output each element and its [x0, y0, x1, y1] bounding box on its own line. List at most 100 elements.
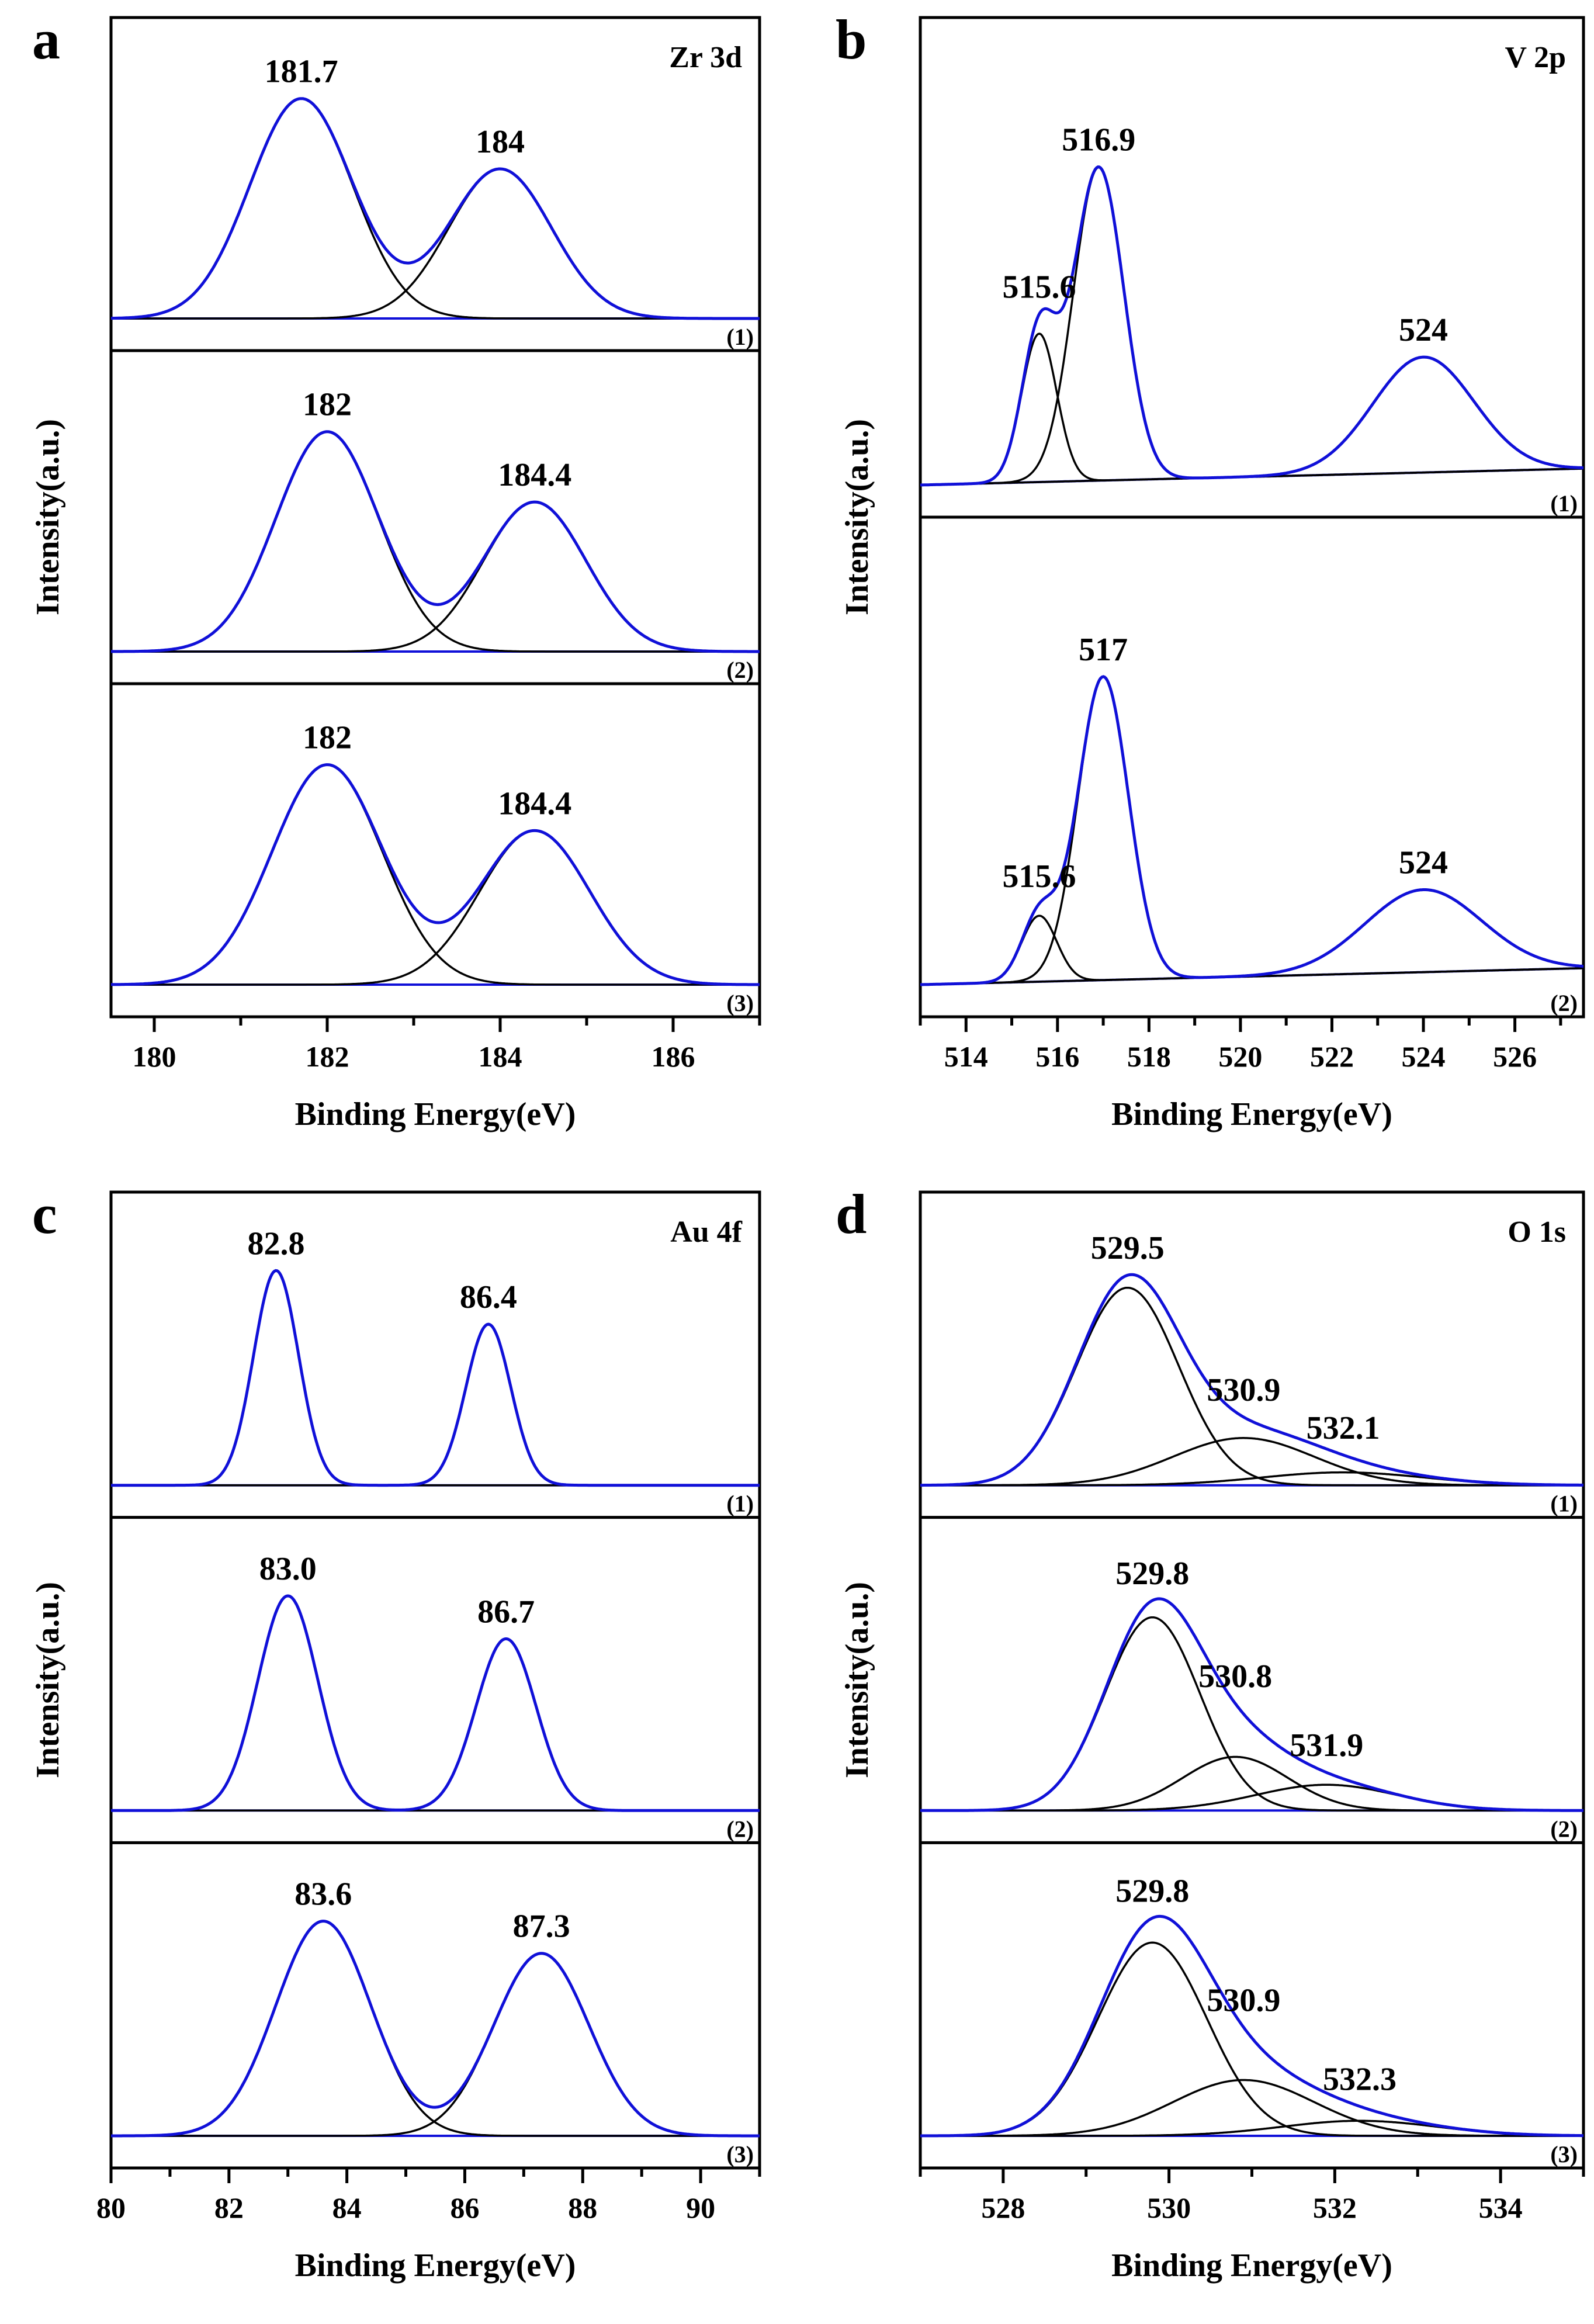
peak-label: 182	[303, 720, 352, 756]
component-peak	[111, 1637, 760, 1812]
peak-label: 86.7	[477, 1594, 535, 1630]
peak-label: 87.3	[513, 1909, 570, 1945]
peak-label: 530.8	[1198, 1658, 1272, 1695]
panel-label: d	[836, 1183, 867, 1245]
peak-label: 531.9	[1290, 1727, 1363, 1764]
peak-label: 86.4	[460, 1279, 517, 1315]
spectrum-2: 182 184.4 (2)	[111, 387, 760, 683]
peak-label: 524	[1399, 312, 1448, 348]
envelope-curve	[920, 675, 1584, 986]
spectrum-label: (3)	[726, 2141, 754, 2167]
x-axis-label: Binding Energy(eV)	[1111, 2247, 1392, 2284]
peak-label: 529.5	[1091, 1230, 1165, 1266]
peak-label: 181.7	[265, 54, 338, 90]
component-peak	[111, 1920, 760, 2137]
panel-b: b V 2p 514 516 518 520 522 524 526 Binding Energy…	[836, 8, 1585, 1132]
envelope-curve	[920, 165, 1584, 487]
peak-label: 532.3	[1323, 2061, 1397, 2097]
peak-label: 529.8	[1115, 1556, 1189, 1592]
spectrum-3: 182 184.4 (3)	[111, 720, 760, 1016]
x-tick-label: 528	[981, 2191, 1025, 2224]
spectrum-label: (2)	[726, 657, 754, 683]
peak-label: 184.4	[498, 457, 571, 493]
peak-label: 516.9	[1062, 122, 1135, 158]
x-tick-label: 522	[1310, 1040, 1354, 1073]
envelope-curve	[920, 1914, 1583, 2138]
peak-label: 82.8	[248, 1225, 305, 1262]
x-tick-label: 516	[1035, 1040, 1079, 1073]
peak-label: 515.6	[1003, 269, 1076, 305]
panel-label: a	[32, 8, 60, 71]
spectrum-1: 515.6 516.9 524 (1)	[920, 122, 1584, 517]
spectrum-label: (3)	[726, 990, 754, 1016]
x-tick-label: 514	[944, 1040, 988, 1073]
spectrum-2: 83.0 86.7 (2)	[111, 1551, 760, 1842]
x-tick-label: 182	[306, 1040, 349, 1073]
peak-label: 515.6	[1003, 858, 1076, 895]
component-peak	[920, 1755, 1583, 1812]
peak-label: 184.4	[498, 785, 571, 822]
region-label: Au 4f	[670, 1215, 742, 1249]
y-axis-label: Intensity(a.u.)	[839, 419, 875, 615]
envelope-curve	[111, 1920, 760, 2138]
component-peak	[111, 1269, 760, 1487]
spectrum-label: (3)	[1550, 2141, 1578, 2167]
region-label: O 1s	[1508, 1215, 1566, 1249]
envelope-curve	[920, 1597, 1583, 1812]
x-tick-label: 518	[1127, 1040, 1171, 1073]
spectrum-label: (1)	[1550, 1491, 1578, 1517]
x-tick-label: 534	[1479, 2191, 1523, 2224]
panel-label: b	[836, 8, 867, 71]
component-peak	[111, 764, 760, 986]
y-axis-label: Intensity(a.u.)	[30, 1582, 66, 1778]
y-axis-label: Intensity(a.u.)	[839, 1582, 875, 1778]
component-peak	[920, 676, 1583, 986]
x-axis-label: Binding Energy(eV)	[1111, 1096, 1392, 1132]
component-peak	[111, 431, 760, 653]
peak-label: 184	[476, 124, 525, 160]
x-tick-label: 84	[332, 2191, 362, 2224]
component-peak	[920, 356, 1584, 486]
spectrum-label: (1)	[1550, 490, 1578, 517]
spectrum-label: (2)	[726, 1816, 754, 1842]
spectrum-1: 82.8 86.4 (1)	[111, 1225, 760, 1517]
spectrum-1: 181.7 184 (1)	[111, 54, 760, 350]
x-tick-label: 186	[652, 1040, 695, 1073]
panel-d: d O 1s 528 530 532 534 Binding Energy(eV) Inten…	[836, 1183, 1585, 2284]
x-tick-label: 90	[686, 2191, 715, 2224]
spectrum-2: 529.8 530.8 531.9 (2)	[920, 1556, 1583, 1842]
panel-c: c Au 4f 80 82 84 86 88 90 Binding Energy(eV) Inte…	[30, 1183, 761, 2284]
x-tick-label: 530	[1147, 2191, 1191, 2224]
peak-label: 524	[1399, 845, 1448, 881]
peak-label: 83.6	[294, 1876, 352, 1913]
spectrum-3: 529.8 530.9 532.3 (3)	[920, 1873, 1583, 2167]
component-peak	[920, 166, 1583, 486]
peak-label: 530.9	[1207, 1982, 1280, 2018]
peak-label: 83.0	[259, 1551, 317, 1587]
component-peak	[920, 2119, 1583, 2137]
spectrum-label: (1)	[726, 324, 754, 350]
x-axis-label: Binding Energy(eV)	[295, 2247, 576, 2284]
spectrum-1: 529.5 530.9 532.1 (1)	[920, 1230, 1583, 1517]
x-tick-label: 184	[479, 1040, 522, 1073]
region-label: Zr 3d	[669, 41, 742, 74]
peak-label: 529.8	[1115, 1873, 1189, 1909]
spectrum-label: (2)	[1550, 1816, 1578, 1842]
x-axis-label: Binding Energy(eV)	[295, 1096, 576, 1132]
spectrum-label: (1)	[726, 1491, 754, 1517]
peak-label: 532.1	[1307, 1410, 1380, 1446]
component-peak	[920, 333, 1583, 486]
component-peak	[111, 1595, 760, 1812]
envelope-curve	[111, 97, 760, 320]
x-tick-label: 524	[1402, 1040, 1446, 1073]
x-tick-label: 80	[96, 2191, 126, 2224]
peak-label: 530.9	[1207, 1372, 1280, 1408]
x-tick-label: 82	[214, 2191, 244, 2224]
envelope-curve	[920, 1273, 1583, 1487]
spectrum-3: 83.6 87.3 (3)	[111, 1876, 760, 2167]
spectrum-label: (2)	[1550, 990, 1578, 1016]
x-tick-label: 532	[1313, 2191, 1357, 2224]
plot-frame	[109, 1190, 761, 2170]
envelope-curve	[111, 430, 760, 653]
